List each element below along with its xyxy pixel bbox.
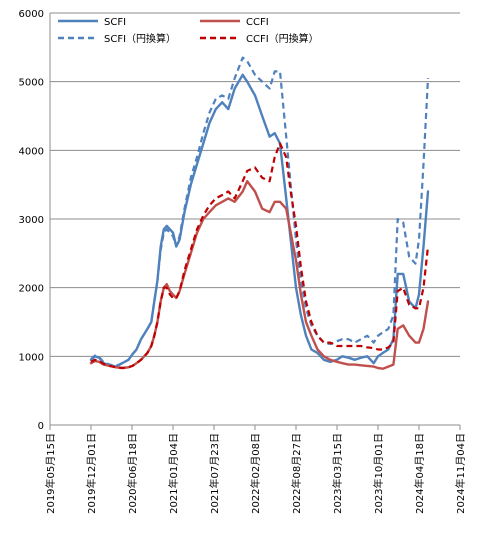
- y-tick-label: 4000: [19, 146, 44, 157]
- legend-label-0: SCFI: [104, 17, 126, 28]
- legend: SCFI SCFI（円換算） CCFI CCFI（円換算）: [58, 17, 319, 45]
- y-axis-ticks: 0 1000 2000 3000 4000 5000 6000: [19, 9, 44, 432]
- x-tick-label: 2019年05月15日: [44, 433, 57, 514]
- y-tick-label: 1000: [19, 352, 44, 363]
- x-tick-label: 2024年11月04日: [454, 433, 467, 514]
- legend-label-1: SCFI（円換算）: [104, 32, 176, 45]
- gridlines: [50, 12, 460, 357]
- x-tick-label: 2022年02月08日: [249, 433, 262, 514]
- legend-label-3: CCFI（円換算）: [246, 32, 319, 45]
- series-line-1: [90, 56, 430, 367]
- x-tick-label: 2020年06月18日: [126, 433, 139, 514]
- x-tick-label: 2021年01月04日: [167, 433, 180, 514]
- y-tick-label: 6000: [19, 9, 44, 20]
- x-tick-label: 2024年04月18日: [413, 433, 426, 514]
- y-tick-label: 2000: [19, 284, 44, 295]
- series-lines: [89, 56, 430, 370]
- y-tick-label: 0: [38, 421, 44, 432]
- series-line-0: [89, 73, 430, 368]
- x-axis-ticks: 2019年05月15日 2019年12月01日 2020年06月18日 2021年01…: [44, 425, 467, 514]
- legend-label-2: CCFI: [246, 17, 269, 28]
- x-tick-label: 2022年08月27日: [290, 433, 303, 514]
- y-tick-label: 3000: [19, 215, 44, 226]
- series-line-3: [90, 142, 430, 370]
- y-tick-label: 5000: [19, 78, 44, 89]
- x-tick-label: 2023年10月01日: [372, 433, 385, 514]
- x-tick-label: 2023年03月15日: [331, 433, 344, 514]
- x-tick-label: 2019年12月01日: [85, 433, 98, 514]
- x-tick-label: 2021年07月23日: [208, 433, 221, 514]
